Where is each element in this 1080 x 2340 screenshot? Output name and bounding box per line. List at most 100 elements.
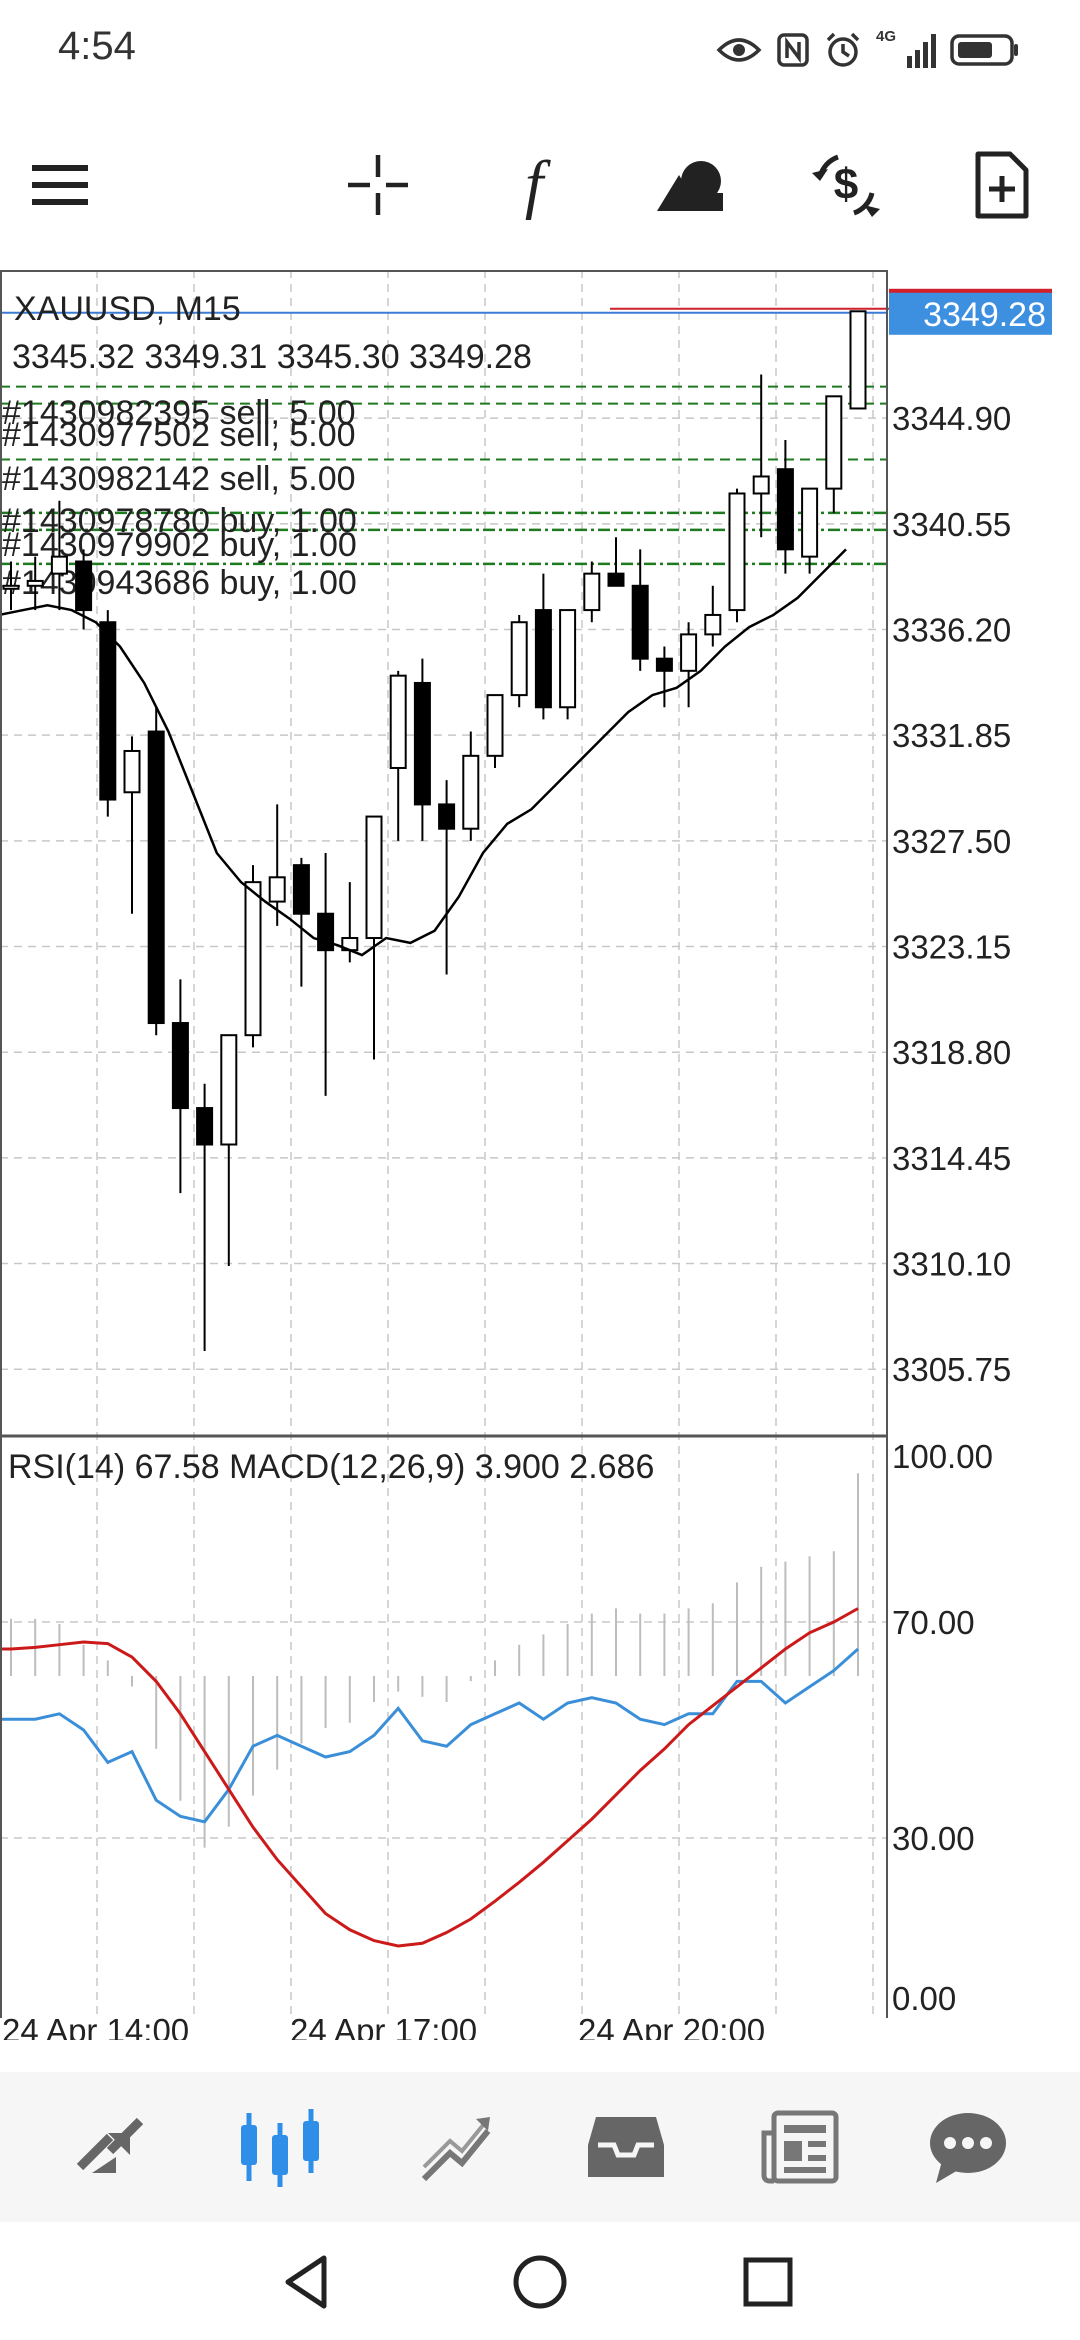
- candle-body-up: [365, 815, 383, 940]
- price-axis-label: 3331.85: [892, 717, 1011, 754]
- candle-body-up: [559, 609, 577, 709]
- bottom-navigation: [0, 2072, 1080, 2222]
- candle-body-down: [147, 730, 165, 1025]
- indicator-label: RSI(14) 67.58 MACD(12,26,9) 3.900 2.686: [8, 1448, 654, 1486]
- messages-icon: [930, 2113, 1006, 2183]
- charts-tab[interactable]: [210, 2072, 350, 2222]
- price-axis-label: 3318.80: [892, 1034, 1011, 1071]
- news-tab[interactable]: [730, 2072, 870, 2222]
- candle: [704, 585, 722, 647]
- menu-icon: [32, 165, 88, 205]
- candle: [559, 609, 577, 720]
- candle: [438, 780, 456, 975]
- chart-ohlc: 3345.32 3349.31 3345.30 3349.28: [12, 338, 532, 376]
- trade-tab-icon: [421, 2117, 491, 2182]
- home-button[interactable]: [490, 2242, 590, 2322]
- status-time: 4:54: [58, 24, 136, 68]
- candle: [26, 556, 44, 611]
- candle: [99, 610, 117, 817]
- candle: [50, 500, 68, 611]
- current-price-label: 3349.28: [923, 296, 1046, 334]
- candle-body-up: [583, 572, 601, 612]
- objects-button[interactable]: [640, 130, 740, 240]
- candle: [752, 374, 770, 538]
- price-axis-label: 3323.15: [892, 929, 1011, 966]
- trade-button[interactable]: $: [796, 130, 896, 240]
- menu-button[interactable]: [10, 130, 110, 240]
- candle-body-up: [825, 395, 843, 490]
- recents-button[interactable]: [718, 2242, 818, 2322]
- candle-body-up: [728, 492, 746, 612]
- candle: [486, 694, 504, 768]
- candle-body-up: [704, 613, 722, 636]
- candle-body-up: [50, 555, 68, 575]
- candle-body-down: [607, 572, 625, 587]
- order-label: #1430982142 sell, 5.00: [2, 460, 356, 498]
- candle-body-down: [317, 912, 335, 952]
- candle-body-up: [680, 633, 698, 672]
- candle: [510, 614, 528, 708]
- candle-body-down: [438, 803, 456, 830]
- svg-text:$: $: [834, 160, 858, 209]
- price-axis-label: 3310.10: [892, 1246, 1011, 1283]
- candle: [583, 561, 601, 623]
- order-label: #1430977502 sell, 5.00: [2, 416, 356, 454]
- candle-body-down: [413, 681, 431, 806]
- price-axis-label: 3340.55: [892, 506, 1011, 543]
- price-axis-label: 3314.45: [892, 1140, 1011, 1177]
- indicator-axis-label: 100.00: [892, 1438, 993, 1475]
- candle: [607, 537, 625, 587]
- alarm-icon: [826, 32, 860, 67]
- candle: [534, 573, 552, 720]
- nfc-icon: [777, 33, 809, 67]
- candle: [220, 1034, 238, 1266]
- candle: [171, 979, 189, 1194]
- objects-icon: [657, 161, 723, 211]
- eye-icon: [716, 38, 762, 62]
- new-order-button[interactable]: [952, 130, 1052, 240]
- status-bar: 4:54 4G: [0, 0, 1080, 100]
- signal-icon: 4G: [876, 28, 936, 68]
- candle: [825, 395, 843, 513]
- candle: [655, 646, 673, 708]
- quotes-tab[interactable]: [40, 2072, 180, 2222]
- news-icon: [761, 2110, 839, 2184]
- candle-body-down: [776, 468, 794, 551]
- back-icon: [285, 2255, 327, 2309]
- candle: [196, 1083, 214, 1351]
- recents-icon: [743, 2257, 793, 2307]
- system-navigation: [0, 2222, 1080, 2340]
- candle-body-up: [462, 754, 480, 830]
- price-axis-label: 3327.50: [892, 823, 1011, 860]
- indicators-button[interactable]: f: [484, 130, 584, 240]
- candle-body-up: [389, 674, 407, 769]
- crosshair-button[interactable]: [328, 130, 428, 240]
- chart-area[interactable]: #1430982395 sell, 5.00 #1430977502 sell, …: [0, 270, 1080, 2049]
- back-button[interactable]: [258, 2242, 358, 2322]
- candle: [680, 622, 698, 708]
- candle: [123, 736, 141, 914]
- battery-icon: [950, 34, 1018, 66]
- candle: [728, 488, 746, 623]
- candle: [462, 731, 480, 841]
- history-tab[interactable]: [556, 2072, 696, 2222]
- messages-tab[interactable]: [898, 2072, 1038, 2222]
- price-axis-label: 3305.75: [892, 1351, 1011, 1388]
- candle: [147, 707, 165, 1036]
- candle-body-up: [244, 881, 262, 1037]
- network-label: 4G: [876, 28, 897, 45]
- candle: [776, 440, 794, 574]
- order-label: #1430982395 sell, 5.00: [2, 394, 356, 432]
- candle: [849, 310, 867, 410]
- candle-body-up: [123, 749, 141, 794]
- candle: [317, 853, 335, 1096]
- candle: [268, 804, 286, 926]
- candle-body-down: [655, 657, 673, 672]
- trade-tab[interactable]: [386, 2072, 526, 2222]
- candle: [631, 549, 649, 671]
- candle-body-down: [534, 609, 552, 709]
- moving-average-line: [0, 548, 847, 957]
- candle-body-down: [196, 1107, 214, 1146]
- candle-body-down: [99, 621, 117, 801]
- ask-marker: [889, 288, 1052, 293]
